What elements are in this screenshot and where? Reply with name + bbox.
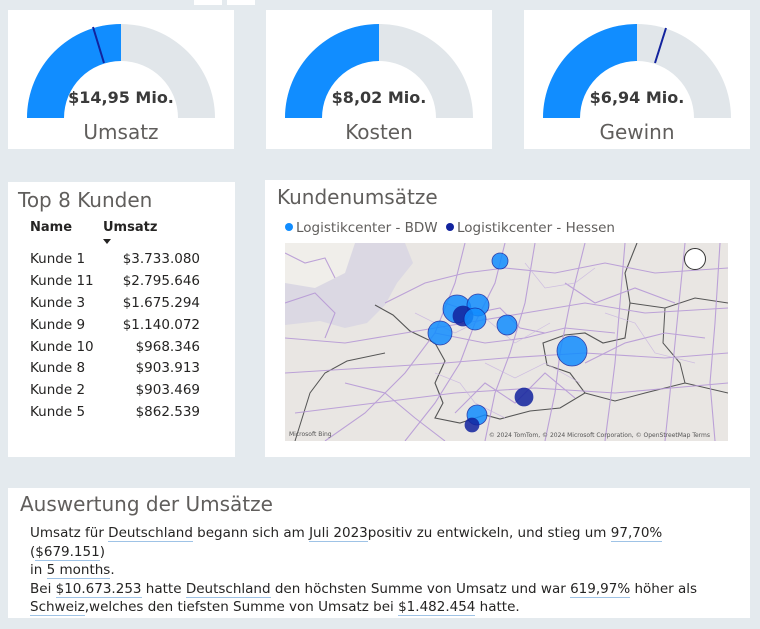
cell-name: Kunde 5	[30, 404, 86, 420]
map-bubble[interactable]	[464, 417, 480, 433]
map-background	[285, 243, 728, 441]
kpi-card-umsatz[interactable]: $14,95 Mio. Umsatz	[8, 10, 234, 149]
table-row[interactable]: Kunde 8 $903.913	[8, 360, 235, 381]
gauge-fill	[27, 24, 121, 118]
focus-mode-button[interactable]	[684, 248, 706, 270]
page-tab-stub[interactable]	[227, 0, 255, 5]
table-row[interactable]: Kunde 9 $1.140.072	[8, 317, 235, 338]
cell-value: $1.140.072	[122, 317, 200, 333]
column-header-umsatz[interactable]: Umsatz	[103, 220, 158, 235]
dynamic-value[interactable]: Deutschland	[185, 580, 271, 598]
dynamic-value[interactable]: 97,70%	[610, 525, 663, 542]
cell-name: Kunde 10	[30, 339, 94, 355]
dynamic-value[interactable]: $1.482.454	[398, 599, 476, 616]
map-logo: Microsoft Bing	[289, 431, 332, 438]
table-row[interactable]: Kunde 3 $1.675.294	[8, 295, 235, 316]
cell-name: Kunde 11	[30, 273, 94, 289]
dynamic-value[interactable]: Juli 2023	[309, 525, 368, 542]
table-row[interactable]: Kunde 11 $2.795.646	[8, 273, 235, 294]
page-tab-stub[interactable]	[194, 0, 222, 5]
map-bubble[interactable]	[496, 314, 518, 336]
map-title: Kundenumsätze	[277, 185, 438, 209]
narrative-text: Umsatz für Deutschland begann sich am Ju…	[30, 525, 698, 616]
cell-name: Kunde 1	[30, 251, 86, 267]
dynamic-value[interactable]: $679.151	[35, 543, 100, 561]
map-bubble[interactable]	[556, 335, 588, 367]
kpi-card-kosten[interactable]: $8,02 Mio. Kosten	[266, 10, 492, 149]
customer-sales-map-card[interactable]: Kundenumsätze Logistikcenter - BDW Logis…	[265, 180, 750, 457]
legend-item-bdw[interactable]: Logistikcenter - BDW	[285, 220, 438, 236]
table-row[interactable]: Kunde 1 $3.733.080	[8, 251, 235, 272]
table-row[interactable]: Kunde 5 $862.539	[8, 404, 235, 425]
map-bubble[interactable]	[491, 252, 509, 270]
map-legend: Logistikcenter - BDW Logistikcenter - He…	[285, 220, 619, 236]
gauge-fill	[285, 24, 379, 118]
column-header-name[interactable]: Name	[30, 220, 73, 235]
gauge-chart	[543, 24, 731, 118]
cell-value: $3.733.080	[122, 251, 200, 267]
map-bubble[interactable]	[514, 387, 534, 407]
legend-dot-icon	[445, 223, 454, 231]
map-bubble[interactable]	[427, 320, 453, 346]
narrative-card[interactable]: Auswertung der Umsätze Umsatz für Deutsc…	[8, 488, 750, 618]
cell-name: Kunde 3	[30, 295, 86, 311]
cell-value: $968.346	[135, 339, 200, 355]
map-canvas[interactable]: Microsoft Bing © 2024 TomTom, © 2024 Mic…	[285, 243, 728, 441]
cell-value: $2.795.646	[122, 273, 200, 289]
kpi-value: $6,94 Mio.	[589, 88, 685, 107]
kpi-label: Kosten	[345, 120, 413, 144]
table-title: Top 8 Kunden	[18, 188, 153, 212]
gauge-chart	[285, 24, 473, 118]
kpi-value: $8,02 Mio.	[331, 88, 427, 107]
table-row[interactable]: Kunde 2 $903.469	[8, 382, 235, 403]
gauge-chart	[27, 24, 215, 118]
kpi-label: Umsatz	[83, 120, 159, 144]
map-credits[interactable]: © 2024 TomTom, © 2024 Microsoft Corporat…	[488, 432, 710, 439]
map-bubble[interactable]	[463, 307, 487, 331]
cell-value: $903.469	[135, 382, 200, 398]
cell-name: Kunde 9	[30, 317, 86, 333]
dynamic-value[interactable]: $10.673.253	[55, 580, 142, 598]
gauge-target-line	[92, 26, 105, 64]
dynamic-value[interactable]: 619,97%	[570, 580, 631, 598]
kpi-label: Gewinn	[599, 120, 675, 144]
sort-descending-icon[interactable]	[103, 239, 111, 244]
dynamic-value[interactable]: Schweiz	[30, 599, 85, 616]
cell-value: $903.913	[135, 360, 200, 376]
table-row[interactable]: Kunde 10 $968.346	[8, 339, 235, 360]
kpi-card-gewinn[interactable]: $6,94 Mio. Gewinn	[524, 10, 750, 149]
gauge-fill	[543, 24, 637, 118]
dynamic-value[interactable]: Deutschland	[108, 525, 193, 542]
cell-value: $1.675.294	[122, 295, 200, 311]
cell-value: $862.539	[135, 404, 200, 420]
narrative-title: Auswertung der Umsätze	[20, 492, 273, 516]
cell-name: Kunde 2	[30, 382, 86, 398]
legend-dot-icon	[285, 223, 293, 231]
gauge-target-line	[654, 27, 667, 64]
kpi-value: $14,95 Mio.	[68, 88, 174, 107]
legend-item-hessen[interactable]: Logistikcenter - Hessen	[445, 220, 615, 236]
cell-name: Kunde 8	[30, 360, 86, 376]
top-customers-table-card[interactable]: Top 8 Kunden Name Umsatz Kunde 1 $3.733.…	[8, 182, 235, 457]
dynamic-value[interactable]: 5 months	[46, 562, 111, 579]
